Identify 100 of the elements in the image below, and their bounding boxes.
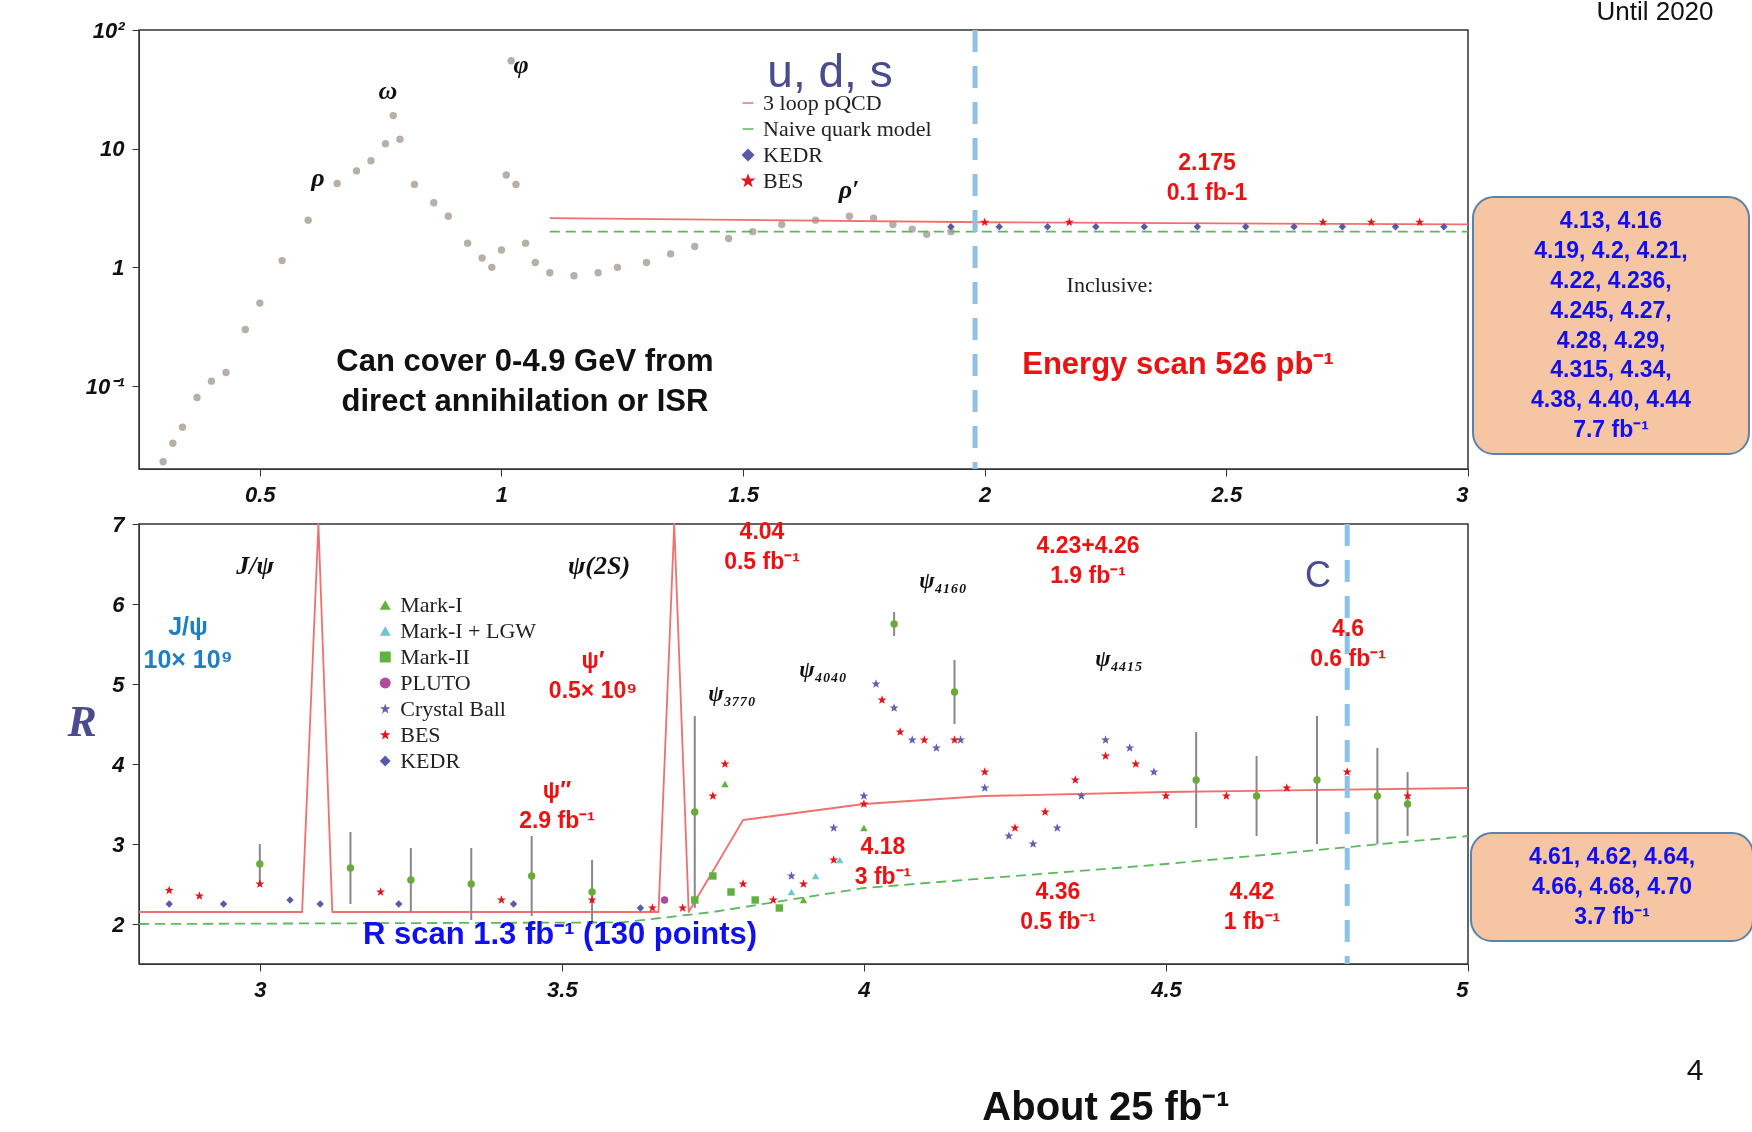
annotation: ψ′ 0.5× 10⁹ [548,646,638,705]
point [709,872,717,880]
point [194,891,204,900]
annotation: φ [513,49,529,82]
point [919,735,929,744]
point [890,620,898,628]
annotation: ψ₃₇₇₀ [708,680,756,709]
point [1193,223,1202,231]
point [950,735,960,744]
point [768,895,778,904]
point [407,876,415,884]
legend-label: BES [400,722,441,747]
point [1313,776,1321,784]
point [255,879,265,888]
y-tick-label: 5 [112,671,126,697]
point [527,872,536,880]
annotation: ψ(2S) [567,550,631,583]
x-tick-label: 3.5 [547,976,579,1002]
point [1010,823,1020,832]
x-tick-label: 2 [978,481,993,507]
point [256,299,264,307]
point [1004,831,1014,840]
legend-label: KEDR [400,748,461,773]
point [836,856,844,864]
point [691,896,699,904]
point [169,439,177,447]
point [786,871,796,880]
point [1161,791,1171,800]
y-tick-label: 10 [100,136,126,162]
legend-label: Mark-I [400,592,463,617]
annotation: R scan 1.3 fb⁻¹ (130 points) [362,914,758,953]
legend-label: Mark-II [400,644,470,669]
annotation: ρ′ [838,174,860,207]
annotation: ψ₄₄₁₅ [1095,645,1143,674]
annotation: 4.18 3 fb⁻¹ [854,832,912,891]
x-tick-label: 4.5 [1150,976,1183,1002]
point [811,872,820,880]
point [219,900,228,908]
legend-label: Mark-I + LGW [400,618,537,643]
point [775,904,784,912]
point [613,263,622,272]
point [751,896,759,904]
legend-label: PLUTO [400,670,471,695]
point [222,368,230,377]
point [207,377,216,385]
point [691,808,699,816]
point [845,212,854,220]
y-tick-label: 2 [111,911,126,937]
point [588,888,596,896]
point [980,767,990,776]
point [799,896,808,904]
x-tick-label: 4 [857,976,871,1002]
point [1052,823,1062,832]
point [647,903,657,912]
line-series [138,523,1469,913]
point [660,896,669,904]
point [787,888,796,896]
y-tick-label: 7 [112,511,127,537]
point [430,199,438,207]
y-tick-label: 6 [112,591,126,617]
point [1028,839,1038,848]
point [1282,783,1292,792]
point [488,263,496,272]
x-tick-label: 3 [254,976,267,1002]
point [467,880,475,888]
point [1070,775,1080,784]
point [570,272,578,280]
point [531,258,539,267]
annotation: J/ψ [236,550,274,583]
point [947,223,955,231]
annotation: Energy scan 526 pb⁻¹ [1022,344,1334,383]
point [678,903,688,912]
text: Until 2020 [1596,0,1714,29]
point [159,458,167,466]
legend-label: KEDR [763,142,824,167]
annotation: 2.175 0.1 fb-1 [1166,148,1248,207]
point [278,256,286,265]
annotation: ψ₄₀₄₀ [799,656,847,685]
point [546,269,554,277]
point [502,171,510,179]
point [346,864,355,872]
point [478,254,486,262]
text: 4 [1686,1051,1704,1088]
x-tick-label: 3 [1456,481,1469,507]
point [907,735,917,744]
point [738,879,748,888]
point [778,220,786,229]
y-axis-title: R [66,696,97,746]
point [1290,223,1298,231]
point [691,242,699,251]
point [241,325,250,334]
point [859,799,869,808]
point [860,824,868,832]
x-tick-label: 1 [495,481,509,507]
point [720,759,730,768]
point [512,180,520,189]
text: About 25 fb⁻¹ [982,1083,1230,1130]
point [178,423,187,431]
annotation: Inclusive: [1066,270,1154,299]
point [256,860,264,868]
